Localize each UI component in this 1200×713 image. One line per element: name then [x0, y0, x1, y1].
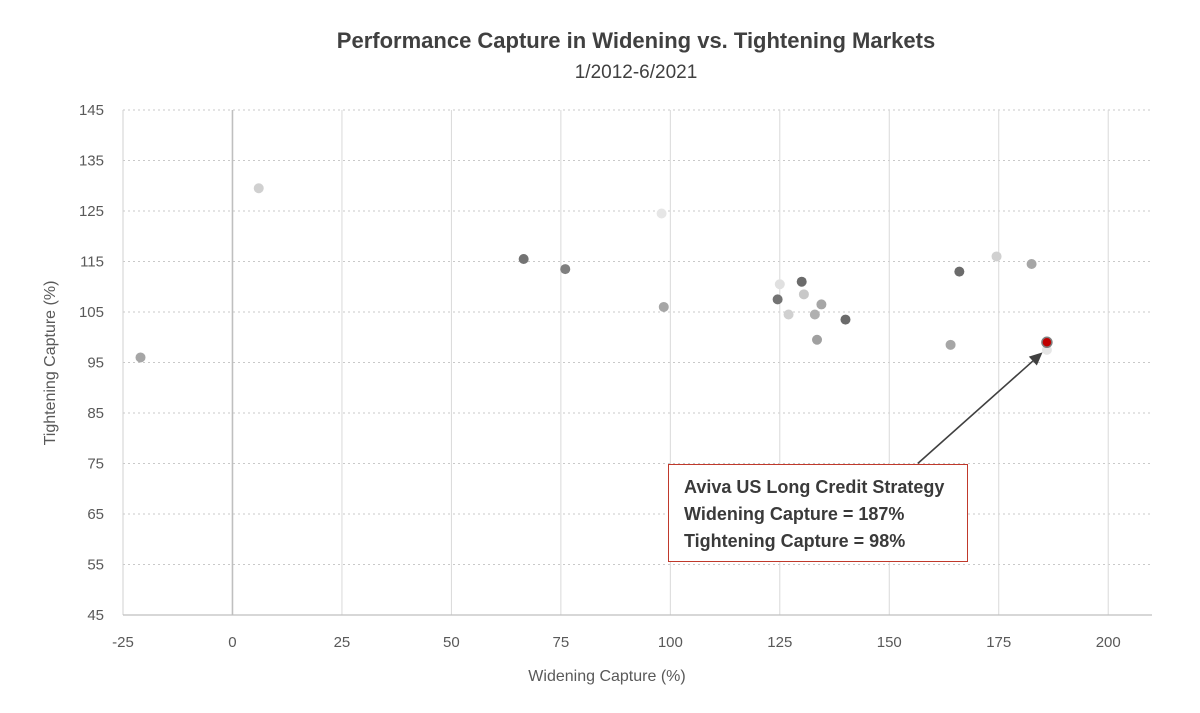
y-tick-label: 125 [79, 203, 104, 220]
x-tick-label: 175 [986, 634, 1011, 651]
y-axis-title: Tightening Capture (%) [42, 281, 59, 446]
x-tick-label: 200 [1096, 634, 1121, 651]
y-tick-label: 65 [87, 506, 104, 523]
annotation-arrow-head [1028, 352, 1043, 366]
x-tick-label: 25 [334, 634, 351, 651]
data-point [954, 266, 965, 277]
axes [122, 110, 1152, 616]
data-point [135, 352, 146, 363]
data-point [798, 289, 809, 300]
data-point [840, 314, 851, 325]
x-tick-label: -25 [112, 634, 134, 651]
data-point [945, 339, 956, 350]
data-point [772, 294, 783, 305]
y-tick-label: 135 [79, 153, 104, 170]
data-point [816, 299, 827, 310]
annotation-arrow-line [917, 360, 1034, 465]
data-point [774, 279, 785, 290]
y-tick-label: 45 [87, 607, 104, 624]
x-tick-label: 0 [228, 634, 236, 651]
x-tick-label: 100 [658, 634, 683, 651]
x-axis-title: Widening Capture (%) [528, 668, 685, 685]
data-point [783, 309, 794, 320]
x-tick-label: 150 [877, 634, 902, 651]
data-point [560, 264, 571, 275]
x-tick-label: 75 [553, 634, 570, 651]
data-point [809, 309, 820, 320]
data-point [1026, 259, 1037, 270]
annotation-callout: Aviva US Long Credit Strategy Widening C… [668, 464, 968, 562]
y-tick-label: 55 [87, 557, 104, 574]
y-tick-label: 145 [79, 102, 104, 119]
annotation-arrow [917, 352, 1043, 465]
chart-title: Performance Capture in Widening vs. Tigh… [337, 28, 935, 53]
tick-labels: 45 55 65 75 85 95 105 115 125 135 145 -25 0 25 50 75 100… [79, 102, 1121, 651]
annotation-line-widening: Widening Capture = 187% [684, 504, 905, 524]
y-tick-label: 115 [80, 254, 104, 271]
annotation-line-strategy: Aviva US Long Credit Strategy [684, 477, 945, 497]
data-point [518, 253, 529, 264]
data-point [796, 276, 807, 287]
x-tick-label: 50 [443, 634, 460, 651]
data-point [253, 183, 264, 194]
data-point [658, 301, 669, 312]
annotation-line-tightening: Tightening Capture = 98% [684, 531, 906, 551]
highlighted-data-point [1041, 336, 1053, 349]
y-tick-label: 75 [87, 456, 104, 473]
chart-subtitle: 1/2012-6/2021 [575, 62, 698, 83]
data-point [991, 251, 1002, 262]
gridlines [123, 109, 1152, 615]
x-tick-label: 125 [767, 634, 792, 651]
data-points [135, 183, 1053, 363]
data-point [812, 334, 823, 345]
y-tick-label: 105 [79, 304, 104, 321]
data-point [656, 208, 667, 219]
y-tick-label: 85 [87, 405, 104, 422]
y-tick-label: 95 [87, 355, 104, 372]
